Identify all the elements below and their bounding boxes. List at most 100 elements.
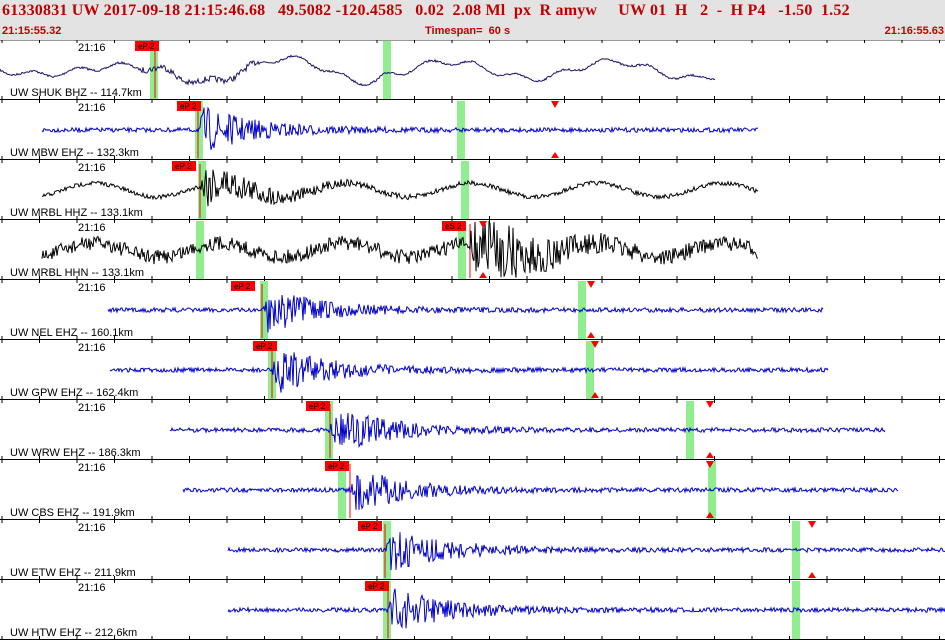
phase-window — [458, 221, 466, 279]
pick-flag-box — [442, 221, 466, 231]
phase-window — [198, 161, 206, 219]
trace-panel[interactable]: 21:16 UW GPW EHZ -- 162.4km eP 2 — [0, 340, 945, 400]
phase-window — [325, 401, 333, 459]
event-summary-title: 61330831 UW 2017-09-18 21:15:46.68 49.50… — [2, 2, 850, 19]
waveform — [109, 352, 829, 393]
trace-time-label: 21:16 — [78, 162, 106, 174]
s-arrival-marker-bottom[interactable] — [551, 152, 559, 158]
seismogram-panel[interactable]: 21:16 UW SHUK BHZ -- 114.7km eP 2 21:16 UW M… — [0, 40, 945, 640]
header-bar: 61330831 UW 2017-09-18 21:15:46.68 49.50… — [0, 0, 945, 41]
phase-window — [792, 521, 800, 579]
pick-flag[interactable]: eS 2 — [442, 221, 466, 231]
pick-flag-box — [365, 581, 389, 591]
phase-window — [686, 401, 694, 459]
pick-flag-box — [177, 101, 201, 111]
trace-time-label: 21:16 — [78, 342, 106, 354]
waveform — [227, 588, 945, 629]
trace-time-label: 21:16 — [78, 102, 106, 114]
s-arrival-marker-top[interactable] — [808, 521, 816, 528]
waveform — [42, 169, 759, 207]
s-arrival-marker-bottom[interactable] — [706, 452, 714, 458]
pick-flag-label: eP 2 — [309, 402, 326, 411]
pick-flag[interactable]: eP 2 — [325, 461, 349, 471]
pick-flag-label: eS 2 — [445, 222, 462, 231]
trace-panel[interactable]: 21:16 UW CBS EHZ -- 191.9km eP 2 — [0, 460, 945, 520]
pick-flag[interactable]: eP 2 — [358, 521, 382, 531]
waveform — [41, 220, 759, 278]
trace-panel[interactable]: 21:16 UW MRBL HHZ -- 133.1km eP 2 — [0, 160, 945, 220]
trace-panel[interactable]: 21:16 UW NEL EHZ -- 160.1km eP 2 — [0, 280, 945, 340]
phase-window — [383, 41, 391, 99]
phase-window — [260, 281, 268, 339]
phase-window — [383, 521, 391, 579]
phase-window — [383, 581, 391, 639]
station-channel-label: UW MRBL HHZ -- 133.1km — [10, 207, 143, 219]
station-channel-label: UW NEL EHZ -- 160.1km — [10, 327, 133, 339]
trace-panel[interactable]: 21:16 UW WRW EHZ -- 186.3km eP 2 — [0, 400, 945, 460]
phase-window — [792, 581, 800, 639]
waveform — [0, 54, 716, 87]
s-arrival-marker-bottom[interactable] — [706, 512, 714, 518]
trace-time-label: 21:16 — [78, 282, 106, 294]
station-channel-label: UW HTW EHZ -- 212.6km — [10, 627, 137, 639]
pick-flag-label: eP 2 — [180, 102, 197, 111]
trace-time-label: 21:16 — [78, 42, 106, 54]
waveform — [169, 413, 886, 449]
pick-flag[interactable]: eP 2 — [177, 101, 201, 111]
trace-panel[interactable]: 21:16 UW MRBL HHN -- 133.1km eS 2 — [0, 220, 945, 280]
phase-window — [196, 221, 204, 279]
pick-flag[interactable]: eP 2 — [135, 41, 159, 51]
pick-flag-box — [172, 161, 196, 171]
station-channel-label: UW ETW EHZ -- 211.9km — [10, 567, 136, 579]
pick-flag-label: eP 2 — [328, 462, 345, 471]
trace-panel[interactable]: 21:16 UW HTW EHZ -- 212.6km eP 2 — [0, 580, 945, 640]
s-arrival-marker-top[interactable] — [591, 341, 599, 348]
waveform — [107, 295, 824, 333]
start-time-label: 21:15:55.32 — [2, 25, 62, 37]
pick-flag-label: eP 2 — [138, 42, 155, 51]
s-arrival-marker-top[interactable] — [479, 221, 487, 228]
station-channel-label: UW WRW EHZ -- 186.3km — [10, 447, 141, 459]
pick-flag[interactable]: eP 2 — [231, 281, 255, 291]
pick-flag-box — [325, 461, 349, 471]
end-time-label: 21:16:55.63 — [884, 25, 944, 37]
trace-time-label: 21:16 — [78, 582, 106, 594]
timespan-label: Timespan= 60 s — [425, 25, 511, 37]
trace-time-label: 21:16 — [78, 222, 106, 234]
pick-flag[interactable]: eP 2 — [365, 581, 389, 591]
waveform — [182, 474, 899, 510]
phase-window — [461, 161, 469, 219]
s-arrival-marker-bottom[interactable] — [808, 572, 816, 578]
pick-flag-label: eP 2 — [256, 342, 273, 351]
station-channel-label: UW SHUK BHZ -- 114.7km — [10, 87, 142, 99]
trace-time-label: 21:16 — [78, 462, 106, 474]
pick-flag[interactable]: eP 2 — [172, 161, 196, 171]
pick-flag-box — [253, 341, 277, 351]
pick-flag-box — [231, 281, 255, 291]
phase-window — [338, 461, 346, 519]
s-arrival-marker-top[interactable] — [706, 401, 714, 408]
s-arrival-marker-bottom[interactable] — [587, 332, 595, 338]
pick-flag-box — [358, 521, 382, 531]
pick-flag[interactable]: eP 2 — [306, 401, 330, 411]
pick-flag[interactable]: eP 2 — [253, 341, 277, 351]
trace-panel[interactable]: 21:16 UW ETW EHZ -- 211.9km eP 2 — [0, 520, 945, 580]
pick-flag-label: eP 2 — [368, 582, 385, 591]
waveform — [227, 532, 945, 571]
station-channel-label: UW GPW EHZ -- 162.4km — [10, 387, 138, 399]
trace-time-label: 21:16 — [78, 522, 106, 534]
trace-time-label: 21:16 — [78, 402, 106, 414]
phase-window — [586, 341, 594, 399]
s-arrival-marker-top[interactable] — [551, 101, 559, 108]
station-channel-label: UW MRBL HHN -- 133.1km — [10, 267, 144, 279]
station-channel-label: UW CBS EHZ -- 191.9km — [10, 507, 135, 519]
trace-panel[interactable]: 21:16 UW MBW EHZ -- 132.3km eP 2 — [0, 100, 945, 160]
waveform — [41, 106, 759, 150]
pick-flag-box — [135, 41, 159, 51]
s-arrival-marker-top[interactable] — [587, 281, 595, 288]
s-arrival-marker-bottom[interactable] — [591, 392, 599, 398]
trace-panel[interactable]: 21:16 UW SHUK BHZ -- 114.7km eP 2 — [0, 40, 945, 100]
s-arrival-marker-top[interactable] — [706, 461, 714, 468]
station-channel-label: UW MBW EHZ -- 132.3km — [10, 147, 139, 159]
s-arrival-marker-bottom[interactable] — [479, 272, 487, 278]
